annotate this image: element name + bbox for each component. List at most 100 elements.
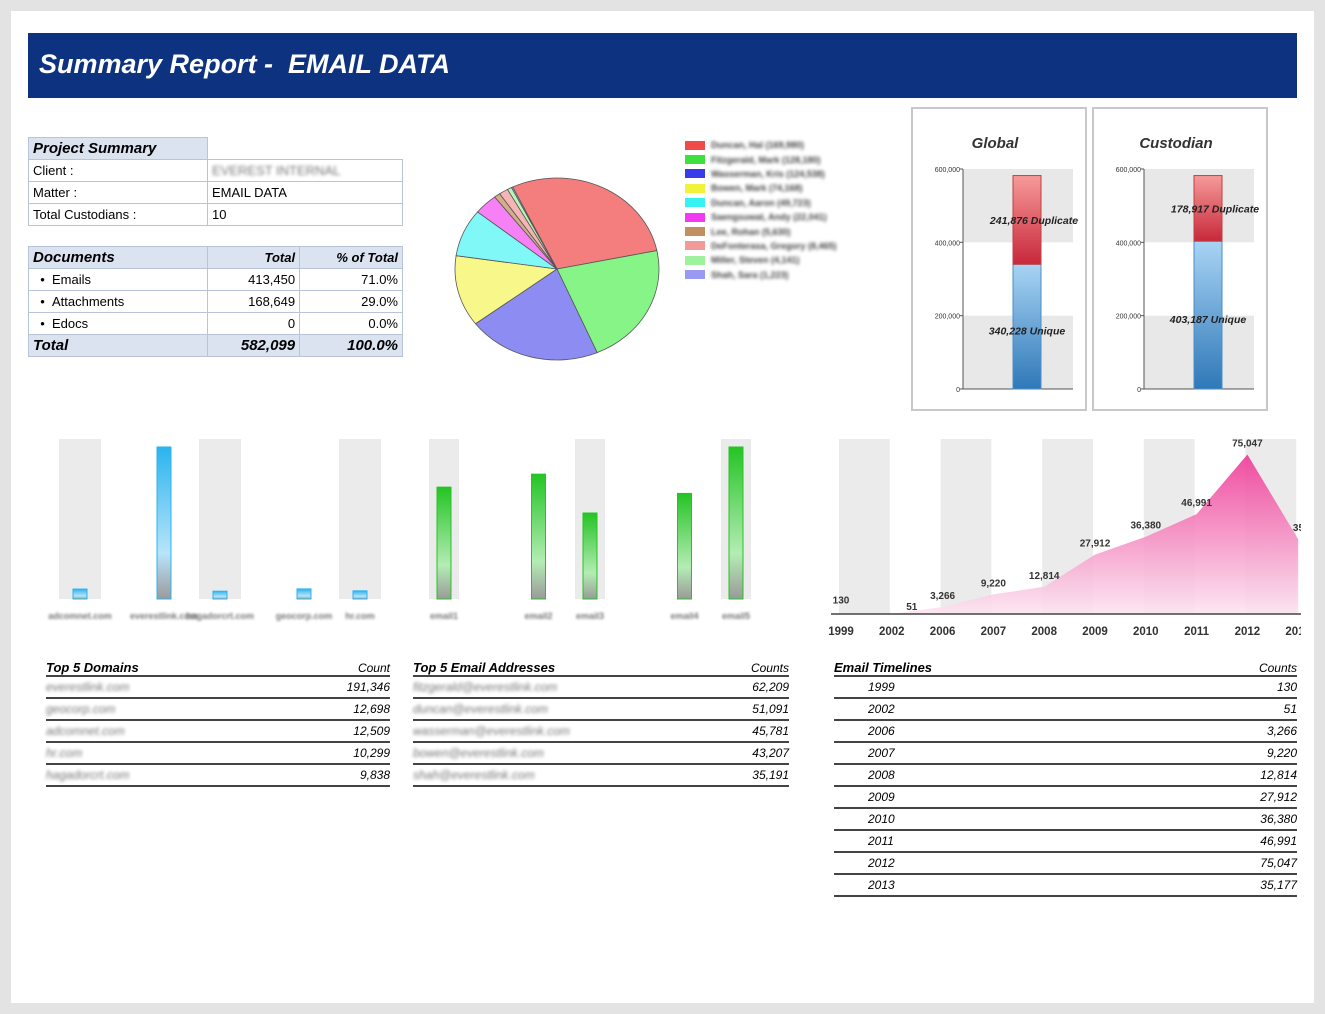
documents-row-pct: 0.0%	[299, 312, 403, 335]
data-label: 130	[833, 596, 850, 607]
legend-label: DeFonterasa, Gregory (8,465)	[711, 240, 837, 251]
table-row: 2007 9,220	[834, 743, 1297, 765]
table-row: 2012 75,047	[834, 853, 1297, 875]
y-tick-label: 600,000	[935, 167, 960, 174]
duplicate-label: 241,876 Duplicate	[989, 215, 1078, 227]
timeline-count: 130	[1276, 680, 1297, 694]
x-tick-label: email3	[576, 611, 604, 621]
legend-item: Duncan, Hal (169,980)	[685, 138, 885, 152]
table-row: 2010 36,380	[834, 809, 1297, 831]
documents-row-pct: 29.0%	[299, 290, 403, 313]
legend-swatch	[685, 212, 705, 222]
timeline-year: 2012	[868, 856, 895, 870]
y-tick-label: 600,000	[1116, 167, 1141, 174]
timeline-year: 2008	[868, 768, 895, 782]
x-tick-label: adcomnet.com	[48, 611, 112, 621]
timeline-year: 2011	[868, 834, 894, 848]
matter-label: Matter :	[28, 181, 208, 204]
legend-label: Saengsuwat, Andy (22,041)	[711, 212, 827, 223]
project-summary-header: Project Summary	[28, 137, 208, 160]
documents-row-total: 413,450	[206, 268, 301, 291]
documents-total-row: Total 582,099 100.0%	[28, 334, 403, 357]
documents-row-pct: 71.0%	[299, 268, 403, 291]
domain-count: 12,509	[353, 724, 390, 738]
email-address: wasserman@everestlink.com	[413, 724, 570, 738]
documents-row-label: Emails	[52, 272, 92, 287]
table-row: geocorp.com 12,698	[46, 699, 390, 721]
legend-label: Wasserman, Kris (124,538)	[711, 168, 825, 179]
top-domains-table: Top 5 Domains Count everestlink.com 191,34…	[46, 658, 390, 787]
client-label: Client :	[28, 159, 208, 182]
x-tick-label: email4	[670, 611, 698, 621]
unique-label: 340,228 Unique	[989, 326, 1066, 338]
legend-label: Miller, Steven (4,141)	[711, 255, 800, 266]
domain-name: everestlink.com	[46, 680, 130, 694]
email-count: 35,191	[752, 768, 789, 782]
x-tick-label: 2010	[1133, 626, 1159, 638]
legend-item: Shah, Sara (1,223)	[685, 268, 885, 282]
top-emails-count-label: Counts	[750, 661, 789, 675]
documents-row-total: 0	[206, 312, 301, 335]
x-tick-label: email2	[524, 611, 552, 621]
table-row: bowen@everestlink.com 43,207	[413, 743, 789, 765]
table-row: 2002 51	[834, 699, 1297, 721]
report-page: Summary Report - EMAIL DATA Project Summ…	[11, 11, 1314, 1003]
email-address: fitzgerald@everestlink.com	[413, 680, 558, 694]
domain-count: 10,299	[353, 746, 390, 760]
documents-row: • Emails 413,450 71.0%	[28, 268, 403, 291]
timelines-rows: 1999 130 2002 51 2006 3,266 2007 9,220 2008 12,81…	[834, 677, 1297, 897]
pie-slice	[512, 177, 658, 270]
timelines-header: Email Timelines	[834, 660, 933, 675]
bar	[156, 446, 172, 600]
data-label: 46,991	[1181, 498, 1212, 509]
data-label: 51	[906, 602, 918, 613]
timeline-count: 46,991	[1260, 834, 1297, 848]
bar	[582, 512, 598, 600]
timeline-count: 27,912	[1260, 790, 1297, 804]
y-tick-label: 0	[956, 387, 960, 394]
y-tick-label: 400,000	[935, 240, 960, 247]
documents-col-pct: % of Total	[299, 246, 403, 269]
grid-band	[59, 439, 101, 599]
bar	[352, 590, 368, 600]
legend-swatch	[685, 140, 705, 150]
global-stacked-chart: Global 0 200,000 400,000 600,000 340,228 Uniq…	[911, 107, 1087, 411]
domain-name: hr.com	[46, 746, 83, 760]
table-row: 2006 3,266	[834, 721, 1297, 743]
timeline-count: 75,047	[1260, 856, 1297, 870]
documents-row-label: Edocs	[52, 316, 89, 331]
x-tick-label: hr.com	[345, 611, 375, 621]
legend-label: Lee, Rohan (5,630)	[711, 226, 791, 237]
email-address: duncan@everestlink.com	[413, 702, 548, 716]
table-row: duncan@everestlink.com 51,091	[413, 699, 789, 721]
legend-label: Shah, Sara (1,223)	[711, 269, 789, 280]
legend-swatch	[685, 198, 705, 208]
table-row: 2011 46,991	[834, 831, 1297, 853]
table-row: 2008 12,814	[834, 765, 1297, 787]
legend-item: Lee, Rohan (5,630)	[685, 224, 885, 238]
documents-col-total: Total	[206, 246, 301, 269]
emails-bar-chart: email1 email2 email3 email4 email5	[429, 439, 751, 621]
timelines-count-label: Counts	[1258, 661, 1297, 675]
table-row: hagadorcrt.com 9,838	[46, 765, 390, 787]
top-emails-header: Top 5 Email Addresses	[413, 660, 556, 675]
legend-item: DeFonterasa, Gregory (8,465)	[685, 239, 885, 253]
unique-bar	[1193, 240, 1223, 390]
legend-swatch	[685, 183, 705, 193]
bar	[212, 590, 228, 600]
x-tick-label: 2007	[981, 626, 1007, 638]
top-domains-count-label: Count	[357, 661, 390, 675]
chart-title: Global	[972, 135, 1020, 152]
legend-swatch	[685, 227, 705, 237]
top-emails-table: Top 5 Email Addresses Counts fitzgerald@e…	[413, 658, 789, 787]
bar	[531, 473, 546, 600]
legend-item: Bowen, Mark (74,168)	[685, 181, 885, 195]
report-title: Summary Report - EMAIL DATA	[39, 49, 451, 79]
timeline-count: 12,814	[1260, 768, 1297, 782]
timeline-year: 2002	[868, 702, 895, 716]
domain-count: 9,838	[359, 768, 390, 782]
timeline-year: 2006	[868, 724, 895, 738]
timeline-year: 2010	[868, 812, 895, 826]
timeline-year: 2009	[868, 790, 895, 804]
top-domains-header: Top 5 Domains	[46, 660, 139, 675]
